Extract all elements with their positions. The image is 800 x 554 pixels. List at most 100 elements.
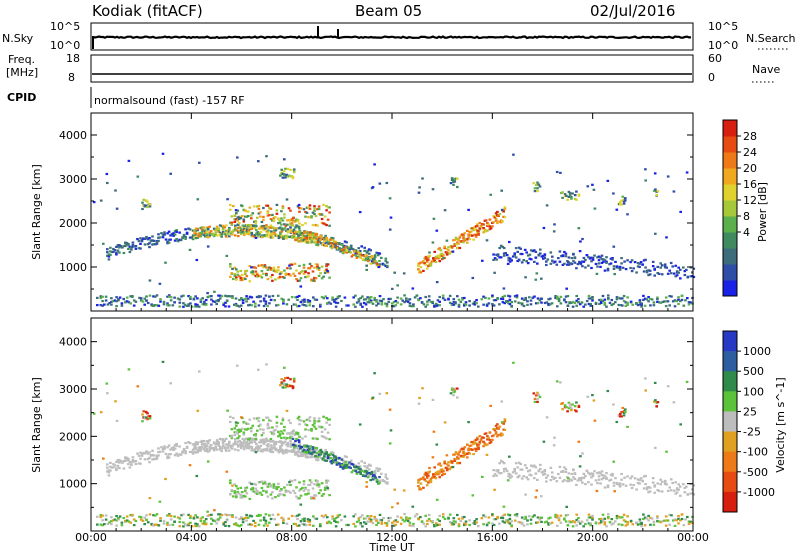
scatter-cell xyxy=(590,476,593,479)
scatter-cell xyxy=(630,475,634,478)
scatter-cell xyxy=(620,472,623,476)
scatter-cell xyxy=(329,452,332,456)
scatter-cell xyxy=(323,455,326,458)
scatter-cell xyxy=(480,517,484,520)
scatter-cell xyxy=(600,258,604,261)
scatter-cell xyxy=(284,176,287,179)
scatter-cell xyxy=(448,252,451,255)
scatter-cell xyxy=(241,278,244,281)
scatter-cell xyxy=(272,269,276,272)
scatter-cell xyxy=(570,196,573,199)
scatter-cell xyxy=(474,442,478,445)
scatter-cell xyxy=(264,448,267,451)
colorbar-segment xyxy=(723,471,737,493)
scatter-cell xyxy=(438,519,441,523)
scatter-cell xyxy=(567,477,570,480)
scatter-cell xyxy=(148,456,151,460)
scatter-cell xyxy=(359,472,362,475)
scatter-cell xyxy=(364,257,368,260)
scatter-cell xyxy=(684,299,687,302)
scatter-cell xyxy=(452,520,456,523)
scatter-cell xyxy=(463,522,466,525)
scatter-cell xyxy=(516,259,519,263)
scatter-cell xyxy=(224,449,228,452)
scatter-cell xyxy=(499,244,503,247)
scatter-cell xyxy=(173,296,176,299)
scatter-cell xyxy=(234,304,238,307)
scatter-cell xyxy=(304,241,308,244)
scatter-cell xyxy=(482,445,485,448)
scatter-cell xyxy=(565,287,568,290)
scatter-cell xyxy=(305,493,309,496)
scatter-cell xyxy=(542,440,546,443)
scatter-cell xyxy=(401,299,405,302)
range-tick-label: 2000 xyxy=(59,217,87,230)
scatter-cell xyxy=(445,239,449,242)
scatter-cell xyxy=(365,472,369,475)
scatter-cell xyxy=(474,235,478,238)
scatter-cell xyxy=(242,421,246,424)
scatter-cell xyxy=(232,416,235,420)
scatter-cell xyxy=(578,250,582,253)
scatter-cell xyxy=(495,253,498,256)
scatter-cell xyxy=(442,472,445,476)
scatter-cell xyxy=(119,245,123,248)
scatter-cell xyxy=(305,211,309,214)
scatter-cell xyxy=(301,299,304,302)
scatter-cell xyxy=(297,439,301,442)
scatter-cell xyxy=(594,522,598,525)
scatter-cell xyxy=(477,232,480,235)
scatter-cell xyxy=(368,520,371,523)
scatter-cell xyxy=(501,296,505,299)
nave-tick-bottom: 0 xyxy=(708,71,715,84)
scatter-cell xyxy=(256,235,260,238)
scatter-cell xyxy=(199,519,203,523)
scatter-cell xyxy=(536,400,539,403)
scatter-cell xyxy=(679,519,682,522)
scatter-cell xyxy=(389,297,392,300)
scatter-cell xyxy=(618,265,622,268)
scatter-cell xyxy=(212,447,216,450)
scatter-cell xyxy=(500,189,503,192)
scatter-cell xyxy=(131,459,135,462)
scatter-cell xyxy=(278,276,282,279)
scatter-cell xyxy=(292,272,295,275)
scatter-cell xyxy=(244,277,247,281)
scatter-cell xyxy=(582,256,586,260)
scatter-cell xyxy=(536,302,540,305)
scatter-cell xyxy=(289,491,292,494)
scatter-cell xyxy=(161,450,165,453)
scatter-cell xyxy=(280,234,284,237)
scatter-cell xyxy=(362,298,366,301)
scatter-cell xyxy=(326,455,330,458)
scatter-cell xyxy=(328,206,331,209)
scatter-cell xyxy=(289,209,292,212)
scatter-cell xyxy=(370,476,374,479)
scatter-cell xyxy=(101,514,104,517)
scatter-cell xyxy=(624,524,628,527)
scatter-cell xyxy=(328,494,331,497)
scatter-cell xyxy=(142,198,145,201)
scatter-cell xyxy=(448,301,452,304)
scatter-cell xyxy=(259,423,262,426)
scatter-cell xyxy=(325,236,329,239)
scatter-cell xyxy=(319,234,322,237)
scatter-cell xyxy=(373,515,376,518)
scatter-cell xyxy=(533,514,536,517)
scatter-cell xyxy=(270,446,273,449)
scatter-cell xyxy=(471,227,474,230)
range-tick-label: 4000 xyxy=(59,129,87,142)
scatter-cell xyxy=(378,392,382,395)
scatter-cell xyxy=(679,300,682,303)
scatter-cell xyxy=(492,221,495,224)
scatter-cell xyxy=(284,272,288,275)
scatter-cell xyxy=(148,205,152,208)
scatter-cell xyxy=(427,295,431,298)
scatter-cell xyxy=(654,446,657,449)
scatter-cell xyxy=(599,482,602,485)
scatter-cell xyxy=(115,305,118,308)
scatter-cell xyxy=(241,442,245,445)
scatter-cell xyxy=(663,300,666,303)
scatter-cell xyxy=(296,524,299,527)
scatter-cell xyxy=(143,303,146,306)
